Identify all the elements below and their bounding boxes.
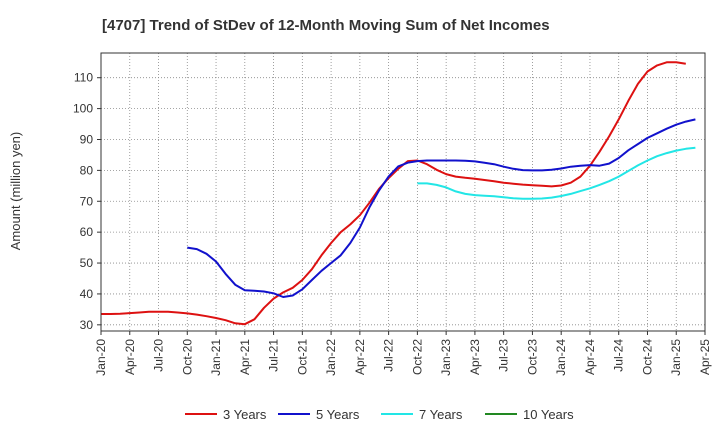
x-tick-label: Oct-22 (410, 339, 424, 375)
legend: 3 Years 5 Years 7 Years 10 Years (185, 407, 574, 422)
x-tick-label: Oct-21 (295, 339, 309, 375)
y-tick-label: 40 (80, 287, 94, 301)
chart-title: [4707] Trend of StDev of 12-Month Moving… (102, 17, 550, 34)
series-line-3-years (101, 61, 686, 326)
x-tick-label: Jul-24 (612, 339, 626, 372)
x-tick-label: Jul-22 (382, 339, 396, 372)
y-tick-label: 110 (74, 71, 93, 85)
series-line-5-years (187, 118, 696, 298)
y-tick-label: 90 (80, 132, 94, 146)
y-tick-label: 50 (80, 256, 94, 270)
y-tick-label: 70 (80, 194, 94, 208)
legend-item: 3 Years (185, 407, 267, 422)
x-tick-label: Apr-20 (123, 339, 137, 375)
plot-lines (101, 61, 696, 326)
y-tick-label: 100 (73, 102, 93, 116)
x-tick-label: Apr-24 (583, 339, 597, 375)
x-tick-label: Jan-20 (94, 339, 108, 376)
x-tick-label: Jan-25 (669, 339, 683, 376)
y-tick-label: 30 (80, 318, 94, 332)
x-tick-label: Jul-20 (152, 339, 166, 372)
x-tick-label: Apr-23 (468, 339, 482, 375)
x-tick-label: Jan-22 (324, 339, 338, 376)
plot-frame (100, 52, 706, 332)
grid (100, 53, 706, 331)
y-axis-label: Amount (million yen) (8, 132, 23, 251)
x-tick-label: Oct-20 (180, 339, 194, 375)
legend-label: 5 Years (316, 407, 360, 422)
legend-item: 5 Years (278, 407, 360, 422)
legend-label: 7 Years (419, 407, 463, 422)
legend-label: 3 Years (223, 407, 267, 422)
x-tick-label: Jul-23 (497, 339, 511, 372)
x-ticks: Jan-20 Apr-20 Jul-20 Oct-20 Jan-21 Apr-21 Jul-… (94, 331, 712, 376)
x-tick-label: Apr-25 (698, 339, 712, 375)
x-tick-label: Jan-21 (209, 339, 223, 376)
x-tick-label: Apr-21 (238, 339, 252, 375)
y-tick-label: 80 (80, 163, 94, 177)
x-tick-label: Jan-24 (554, 339, 568, 376)
legend-label: 10 Years (523, 407, 574, 422)
legend-item: 10 Years (485, 407, 574, 422)
x-tick-label: Oct-24 (640, 339, 654, 375)
x-tick-label: Oct-23 (525, 339, 539, 375)
y-tick-label: 60 (80, 225, 94, 239)
x-tick-label: Apr-22 (353, 339, 367, 375)
series-line-7-years (417, 146, 696, 200)
legend-item: 7 Years (381, 407, 463, 422)
x-tick-label: Jul-21 (267, 339, 281, 372)
x-tick-label: Jan-23 (439, 339, 453, 376)
y-ticks: 30 40 50 60 70 80 90 100 110 (73, 71, 101, 332)
